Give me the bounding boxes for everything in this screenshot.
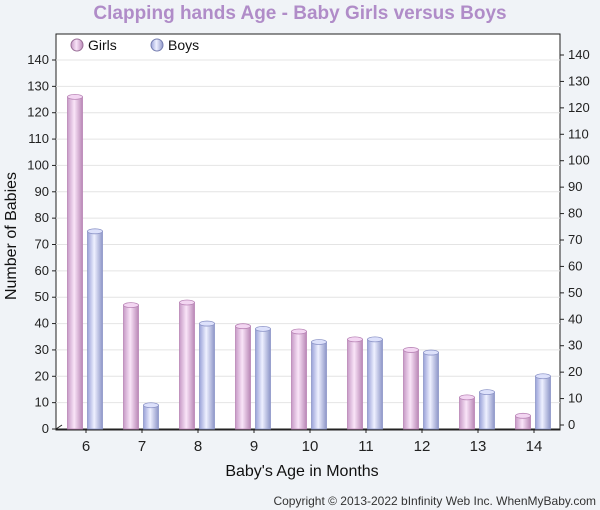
x-tick-label: 12 — [414, 438, 431, 455]
bar-boys — [199, 323, 215, 430]
x-axis: 6 7 8 9 10 11 12 13 14 — [82, 429, 543, 455]
y-tick-label: 60 — [35, 263, 49, 278]
bar-girls — [403, 349, 419, 430]
y-tick-label: 50 — [35, 289, 49, 304]
bar-girls — [347, 338, 363, 430]
bar-girls — [459, 396, 475, 430]
y-tick-label: 100 — [27, 157, 49, 172]
bar-cap-boys — [143, 402, 159, 409]
legend-girls-icon — [70, 38, 84, 52]
bar-cap-boys — [367, 336, 383, 343]
y-right-tick-label: 80 — [568, 206, 582, 221]
y-tick-label: 110 — [28, 131, 49, 146]
y-axis-left: 0 10 20 30 40 50 60 70 80 90 100 110 120 130 140 — [27, 52, 56, 436]
y-tick-label: 0 — [42, 421, 49, 436]
x-tick-label: 7 — [138, 438, 146, 455]
bar-girls — [123, 304, 139, 430]
bar-cap-girls — [235, 323, 251, 330]
bar-cap-girls — [67, 94, 83, 100]
bar-cap-girls — [459, 394, 475, 401]
bar-cap-girls — [123, 302, 139, 309]
x-tick-label: 6 — [82, 438, 90, 455]
bar-cap-boys — [423, 349, 439, 356]
legend: Girls Boys — [70, 37, 199, 53]
bar-boys — [255, 328, 271, 430]
bar-cap-boys — [479, 389, 495, 396]
y-right-tick-label: 120 — [568, 100, 590, 115]
x-tick-label: 13 — [470, 438, 487, 455]
y-right-tick-label: 10 — [568, 391, 582, 406]
y-right-tick-label: 110 — [568, 126, 589, 141]
y-right-tick-label: 30 — [568, 338, 582, 353]
y-right-tick-label: 50 — [568, 285, 582, 300]
bar-girls — [235, 325, 251, 430]
y-right-tick-label: 0 — [568, 417, 575, 432]
axis-corner — [55, 424, 63, 430]
x-tick-label: 9 — [250, 438, 258, 455]
y-tick-label: 30 — [35, 342, 49, 357]
x-tick-label: 11 — [358, 438, 374, 455]
bar-cap-boys — [87, 228, 103, 235]
bar-boys — [535, 375, 551, 430]
bar-boys — [479, 391, 495, 430]
bar-cap-girls — [179, 299, 195, 306]
bars — [67, 94, 551, 430]
bar-cap-girls — [403, 347, 419, 353]
x-axis-label: Baby's Age in Months — [225, 463, 378, 480]
y-tick-label: 40 — [35, 316, 49, 331]
y-axis-label: Number of Babies — [3, 172, 20, 300]
y-tick-label: 20 — [35, 368, 49, 383]
legend-girls-label: Girls — [88, 37, 117, 53]
y-right-tick-label: 20 — [568, 364, 582, 379]
bar-boys — [143, 404, 159, 430]
y-tick-label: 70 — [35, 237, 49, 252]
legend-boys-icon — [150, 38, 164, 52]
x-tick-label: 14 — [526, 438, 543, 455]
y-tick-label: 120 — [27, 105, 49, 120]
y-tick-label: 90 — [35, 184, 49, 199]
grid-lines — [55, 59, 560, 430]
bar-cap-girls — [347, 336, 363, 343]
bar-girls — [179, 302, 195, 430]
plot-area — [55, 33, 561, 431]
y-tick-label: 140 — [27, 52, 49, 67]
y-tick-label: 80 — [35, 210, 49, 225]
bar-boys — [423, 352, 439, 430]
y-axis-right: 0 10 20 30 40 50 60 70 80 90 100 110 120 130 140 — [560, 47, 590, 432]
bar-cap-girls — [515, 412, 531, 419]
bar-cap-boys — [255, 325, 271, 332]
x-tick-label: 8 — [194, 438, 202, 455]
bar-boys — [367, 338, 383, 430]
bar-boys — [311, 341, 327, 430]
bar-girls — [67, 96, 83, 430]
bar-cap-boys — [199, 320, 215, 327]
bar-boys — [87, 230, 103, 430]
bar-cap-boys — [311, 339, 327, 345]
x-tick-label: 10 — [302, 438, 319, 455]
y-right-tick-label: 140 — [568, 47, 590, 62]
y-right-tick-label: 60 — [568, 258, 582, 273]
y-right-tick-label: 40 — [568, 311, 582, 326]
y-tick-label: 130 — [27, 78, 49, 93]
y-right-tick-label: 90 — [568, 179, 582, 194]
legend-boys-label: Boys — [168, 37, 199, 53]
y-right-tick-label: 100 — [568, 153, 590, 168]
bar-cap-boys — [535, 373, 551, 380]
copyright-text: Copyright © 2013-2022 bInfinity Web Inc.… — [273, 494, 596, 508]
y-tick-label: 10 — [35, 395, 49, 410]
chart-title: Clapping hands Age - Baby Girls versus B… — [93, 3, 507, 24]
bar-cap-girls — [291, 328, 307, 335]
y-right-tick-label: 70 — [568, 232, 582, 247]
bar-girls — [291, 331, 307, 430]
y-right-tick-label: 130 — [568, 73, 590, 88]
